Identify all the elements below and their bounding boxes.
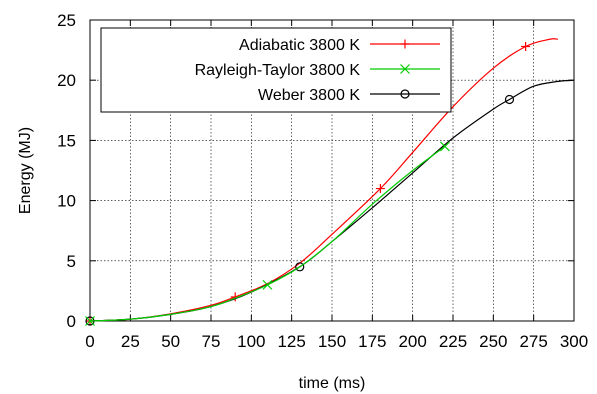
legend-box [100,27,452,113]
series-2 [85,79,575,326]
series-0-point [521,41,531,51]
x-tick-label: 150 [318,332,346,351]
y-tick-label: 25 [57,11,76,30]
legend-marker-swatch [400,89,410,99]
series-0-point [375,184,385,194]
series-2-point [295,262,305,272]
series-layer [85,38,575,326]
series-line-0 [89,38,558,322]
x-tick-label: 275 [519,332,547,351]
x-axis-title: time (ms) [299,375,366,392]
legend-label: Weber 3800 K [258,87,360,104]
legend-marker-swatch [400,39,410,49]
series-1-point [262,279,273,290]
legend-marker-swatch [400,64,410,74]
x-tick-label: 225 [439,332,467,351]
y-axis-title: Energy (MJ) [17,127,34,214]
legend-label: Rayleigh-Taylor 3800 K [195,62,361,79]
x-tick-label: 50 [161,332,180,351]
x-tick-label: 175 [358,332,386,351]
series-line-1 [89,145,446,322]
x-tick-label: 75 [202,332,221,351]
x-tick-label: 200 [398,332,426,351]
legend-label: Adiabatic 3800 K [239,37,360,54]
y-tick-label: 20 [57,71,76,90]
x-tick-label: 125 [277,332,305,351]
legend: Adiabatic 3800 K Rayleigh-Taylor 3800 K We… [100,27,452,113]
x-tick-label: 100 [237,332,265,351]
series-1-point [85,316,95,326]
x-tick-label: 300 [560,332,588,351]
series-2-point [504,94,515,105]
y-tick-label: 10 [57,192,76,211]
y-tick-label: 0 [67,312,76,331]
series-1 [85,141,450,326]
x-tick-label: 0 [85,332,94,351]
x-tick-label: 25 [121,332,140,351]
axis-ticks: 0 25 50 75 100 125 150 175 200 225 250 275 300 0 5 10 15… [57,11,588,351]
x-tick-label: 250 [479,332,507,351]
series-1-point [440,141,450,152]
y-tick-label: 15 [57,131,76,150]
series-0 [85,38,558,326]
y-tick-label: 5 [67,252,76,271]
